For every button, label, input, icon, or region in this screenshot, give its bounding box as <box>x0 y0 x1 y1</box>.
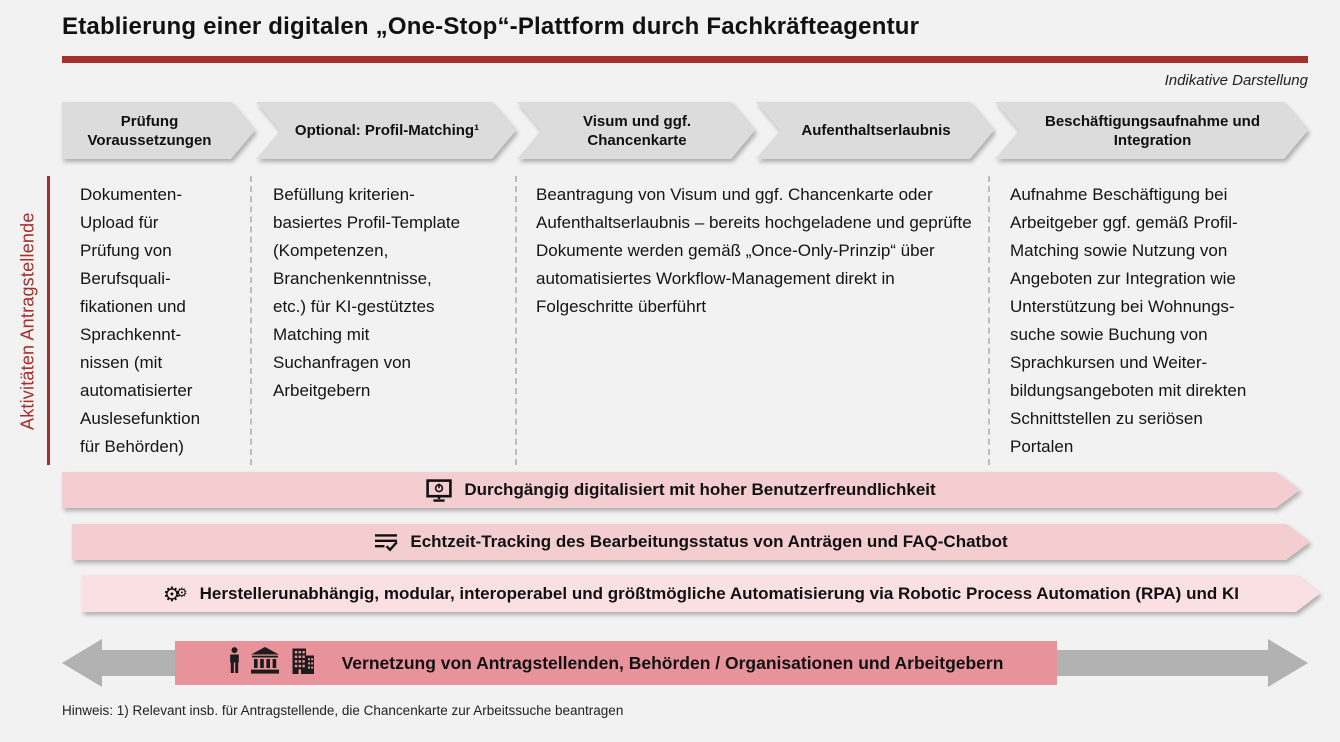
process-step-4-label: Aufenthaltserlaubnis <box>801 122 951 139</box>
person-icon <box>229 647 240 679</box>
activity-col-2: Befüllung kriterien-basiertes Profil-Tem… <box>273 185 461 400</box>
process-step-2-label: Optional: Profil-Matching¹ <box>294 122 480 139</box>
process-step-1: Prüfung Voraussetzungen <box>62 102 255 159</box>
gears-icon: ⚙︎ ⚙︎ <box>163 581 188 606</box>
column-divider <box>988 176 990 465</box>
process-step-3: Visum und ggf. Chancenkarte <box>517 102 755 159</box>
process-step-5-label: Beschäftigungsaufnahme und Integration <box>1044 112 1261 149</box>
network-icons <box>229 647 315 679</box>
network-banner: Vernetzung von Antragstellenden, Behörde… <box>175 641 1057 685</box>
accent-rule <box>62 56 1308 63</box>
monitor-icon <box>426 479 452 502</box>
annotation-note: Indikative Darstellung <box>1164 72 1308 89</box>
process-step-2: Optional: Profil-Matching¹ <box>256 102 516 159</box>
process-step-5: Beschäftigungsaufnahme und Integration <box>995 102 1308 159</box>
activity-col-1: Dokumenten-Upload für Prüfung von Berufs… <box>80 185 201 456</box>
column-divider <box>250 176 252 465</box>
feature-banner-digital: Durchgängig digitalisiert mit hoher Benu… <box>62 472 1300 508</box>
feature-banner-automation: ⚙︎ ⚙︎ Herstellerunabhängig, modular, inte… <box>82 575 1320 612</box>
footnote: Hinweis: 1) Relevant insb. für Antragste… <box>62 703 624 718</box>
feature-banner-automation-label: Herstellerunabhängig, modular, interoper… <box>199 583 1239 603</box>
activity-col-4: Aufnahme Beschäftigung bei Arbeitgeber g… <box>1010 185 1247 456</box>
column-divider <box>515 176 517 465</box>
process-step-3-label: Visum und ggf. Chancenkarte <box>582 112 692 149</box>
activity-col-3: Beantragung von Visum und ggf. Chancenka… <box>536 185 972 316</box>
network-label: Vernetzung von Antragstellenden, Behörde… <box>341 652 1004 673</box>
side-axis-rule <box>47 176 50 465</box>
tracking-check-icon <box>374 533 398 552</box>
side-axis-label: Aktivitäten Antragstellende <box>17 212 38 430</box>
right-arrowhead-icon <box>1268 639 1308 687</box>
page-title: Etablierung einer digitalen „One-Stop“-P… <box>62 13 920 40</box>
feature-banner-digital-label: Durchgängig digitalisiert mit hoher Benu… <box>464 480 936 499</box>
feature-banner-tracking-label: Echtzeit-Tracking des Bearbeitungsstatus… <box>410 532 1008 551</box>
government-building-icon <box>250 647 280 679</box>
process-step-4: Aufenthaltserlaubnis <box>756 102 994 159</box>
left-arrowhead-icon <box>62 639 102 687</box>
feature-banner-tracking: Echtzeit-Tracking des Bearbeitungsstatus… <box>72 524 1310 560</box>
process-step-1-label: Prüfung Voraussetzungen <box>87 112 212 149</box>
office-building-icon <box>290 648 315 679</box>
